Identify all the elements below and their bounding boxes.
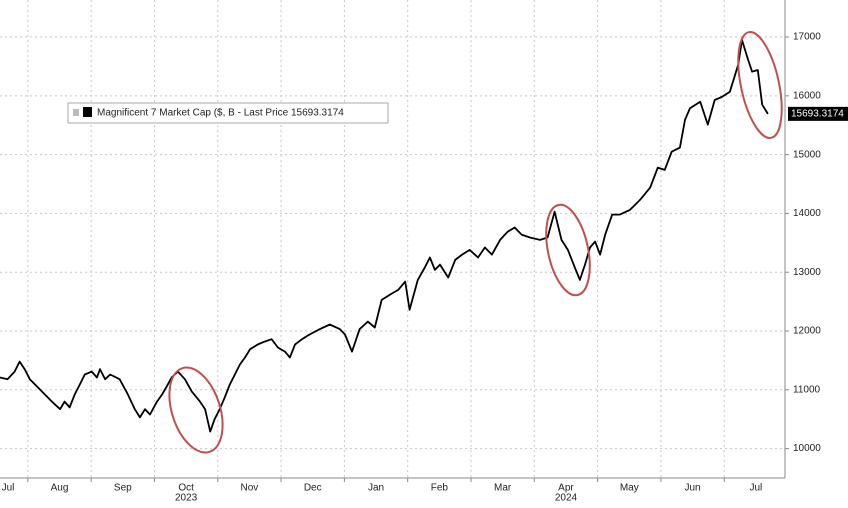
x-tick-label: Nov [241,483,259,494]
x-tick-label: Jul [2,483,15,494]
x-tick-label: Aug [51,483,69,494]
legend: Magnificent 7 Market Cap ($, B - Last Pr… [67,102,389,124]
x-tick-label: Oct [178,483,194,494]
x-tick-label: Jun [685,483,701,494]
legend-box [67,102,389,124]
highlight-ellipse [168,366,224,454]
highlight-ellipse [545,203,591,297]
year-label: 2024 [555,493,578,503]
plot [0,39,769,433]
y-tick-label: 14000 [793,208,821,219]
y-tick-label: 16000 [793,90,821,101]
x-tick-label: Jan [368,483,384,494]
legend-swatch [83,107,92,117]
x-tick-label: May [620,483,639,494]
x-tick-label: Mar [494,483,512,494]
y-tick-label: 13000 [793,267,821,278]
y-tick-label: 11000 [793,384,821,395]
y-tick-label: 17000 [793,32,821,43]
y-tick-label: 15000 [793,149,821,160]
x-tick-label: Jul [749,483,762,494]
x-tick-label: Dec [304,483,322,494]
x-tick-label: Apr [558,483,574,494]
x-tick-label: Sep [114,483,132,494]
grid [0,0,785,478]
price-line [0,39,769,433]
last-price-box [788,106,848,121]
y-tick-label: 12000 [793,326,821,337]
legend-label: Magnificent 7 Market Cap ($, B - Last Pr… [97,108,344,119]
last-price-label: 15693.3174 [791,109,844,120]
year-label: 2023 [175,493,198,503]
legend-icon [73,109,79,116]
y-tick-label: 10000 [793,443,821,454]
x-tick-label: Feb [431,483,449,494]
highlight-ellipse [737,31,783,139]
